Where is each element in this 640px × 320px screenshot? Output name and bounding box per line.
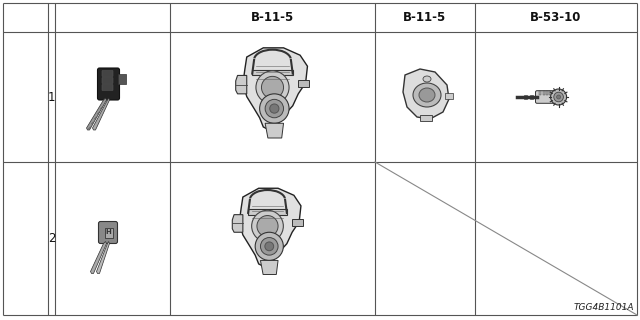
Circle shape bbox=[257, 216, 278, 237]
Bar bbox=[524, 95, 527, 99]
Text: B-53-10: B-53-10 bbox=[531, 11, 582, 24]
Circle shape bbox=[256, 71, 289, 104]
Polygon shape bbox=[90, 242, 106, 274]
Polygon shape bbox=[86, 98, 106, 130]
Polygon shape bbox=[403, 69, 449, 119]
Bar bbox=[248, 209, 287, 215]
Ellipse shape bbox=[423, 76, 431, 82]
Polygon shape bbox=[243, 48, 307, 131]
Circle shape bbox=[269, 104, 279, 113]
Text: B-11-5: B-11-5 bbox=[251, 11, 294, 24]
Circle shape bbox=[265, 100, 284, 118]
Polygon shape bbox=[97, 242, 109, 274]
Bar bbox=[530, 95, 533, 99]
Bar bbox=[445, 93, 453, 99]
Polygon shape bbox=[265, 123, 284, 138]
Text: 2: 2 bbox=[48, 232, 55, 245]
Circle shape bbox=[554, 92, 563, 102]
Bar bbox=[292, 219, 303, 226]
Bar bbox=[298, 80, 309, 87]
Circle shape bbox=[255, 232, 284, 260]
Bar bbox=[546, 92, 548, 95]
Bar bbox=[543, 92, 545, 95]
Circle shape bbox=[260, 94, 289, 123]
FancyBboxPatch shape bbox=[99, 221, 118, 244]
Bar bbox=[420, 115, 432, 121]
Polygon shape bbox=[236, 76, 247, 94]
Circle shape bbox=[260, 237, 278, 255]
Text: H: H bbox=[106, 229, 111, 236]
Bar bbox=[118, 74, 125, 84]
Circle shape bbox=[262, 76, 284, 99]
Ellipse shape bbox=[419, 88, 435, 102]
FancyBboxPatch shape bbox=[102, 84, 113, 91]
Bar bbox=[540, 92, 541, 95]
Ellipse shape bbox=[413, 83, 441, 107]
Bar bbox=[252, 70, 292, 76]
Text: B-11-5: B-11-5 bbox=[403, 11, 447, 24]
Polygon shape bbox=[239, 188, 301, 268]
Bar bbox=[104, 228, 113, 237]
Circle shape bbox=[557, 95, 561, 99]
Text: TGG4B1101A: TGG4B1101A bbox=[573, 303, 634, 312]
Text: 1: 1 bbox=[48, 91, 55, 103]
Polygon shape bbox=[232, 215, 243, 232]
Polygon shape bbox=[93, 98, 109, 130]
FancyBboxPatch shape bbox=[102, 70, 113, 76]
Bar bbox=[549, 92, 551, 95]
Circle shape bbox=[265, 242, 274, 251]
FancyBboxPatch shape bbox=[97, 68, 120, 100]
FancyBboxPatch shape bbox=[536, 91, 556, 103]
Polygon shape bbox=[260, 260, 278, 275]
FancyBboxPatch shape bbox=[102, 77, 113, 84]
Circle shape bbox=[252, 210, 284, 242]
Circle shape bbox=[550, 89, 566, 105]
